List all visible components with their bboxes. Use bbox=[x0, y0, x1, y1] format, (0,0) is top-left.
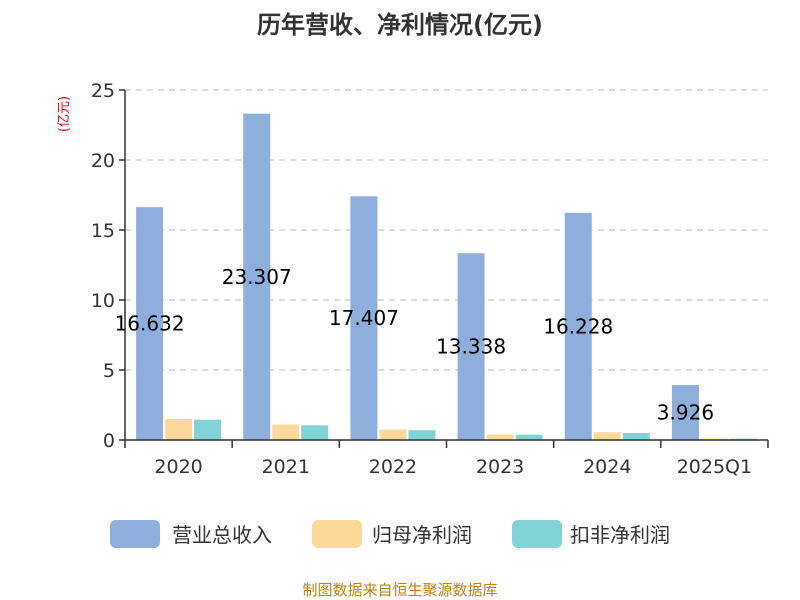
bar-3-2023 bbox=[515, 434, 543, 440]
bar-2-2022 bbox=[379, 429, 407, 440]
legend: 营业总收入 归母净利润 扣非净利润 bbox=[110, 520, 670, 548]
data-label: 3.926 bbox=[657, 401, 714, 425]
data-label: 16.228 bbox=[543, 314, 613, 338]
legend-swatch bbox=[312, 520, 362, 548]
y-tick-label: 10 bbox=[91, 290, 115, 312]
chart-title: 历年营收、净利情况(亿元) bbox=[257, 11, 543, 39]
x-tick-label: 2025Q1 bbox=[677, 456, 752, 478]
y-tick-label: 0 bbox=[103, 430, 115, 452]
bar-2-2024 bbox=[593, 432, 621, 440]
data-label: 17.407 bbox=[329, 306, 399, 330]
bar-3-2024 bbox=[622, 433, 650, 440]
bar-2-2025Q1 bbox=[700, 438, 728, 440]
legend-label: 扣非净利润 bbox=[570, 523, 670, 547]
y-tick-label: 20 bbox=[91, 150, 115, 172]
x-tick-label: 2022 bbox=[369, 456, 417, 478]
bar-3-2021 bbox=[301, 425, 329, 440]
legend-label: 营业总收入 bbox=[172, 523, 272, 547]
source-note: 制图数据来自恒生聚源数据库 bbox=[302, 581, 497, 599]
bar-2-2020 bbox=[165, 419, 193, 440]
data-label: 16.632 bbox=[115, 312, 185, 336]
bar-2-2021 bbox=[272, 424, 300, 440]
grid-lines bbox=[125, 89, 768, 371]
y-tick-label: 5 bbox=[103, 360, 115, 382]
bar-1-2022 bbox=[350, 196, 378, 440]
legend-swatch bbox=[110, 520, 160, 548]
bar-3-2022 bbox=[408, 430, 436, 440]
x-tick-label: 2021 bbox=[262, 456, 310, 478]
data-label: 13.338 bbox=[436, 335, 506, 359]
x-tick-label: 2020 bbox=[154, 456, 202, 478]
bar-3-2020 bbox=[194, 419, 222, 440]
data-labels: 16.632 23.307 17.407 13.338 16.228 3.926 bbox=[115, 265, 714, 425]
bar-1-2021 bbox=[243, 113, 271, 441]
y-axis-label: (亿元) bbox=[57, 96, 72, 132]
y-tick-label: 25 bbox=[91, 80, 115, 102]
bar-2-2023 bbox=[486, 434, 514, 440]
legend-label: 归母净利润 bbox=[372, 523, 472, 547]
x-tick-label: 2024 bbox=[583, 456, 631, 478]
axes: 0 5 10 15 20 25 2020 2021 2022 2023 2024 2025Q1 bbox=[91, 80, 769, 478]
data-label: 23.307 bbox=[222, 265, 292, 289]
bars bbox=[136, 113, 757, 441]
bar-1-2024 bbox=[564, 212, 592, 440]
legend-swatch bbox=[512, 520, 562, 548]
bar-1-2025Q1 bbox=[671, 385, 699, 440]
x-tick-label: 2023 bbox=[476, 456, 524, 478]
y-tick-label: 15 bbox=[91, 220, 115, 242]
bar-1-2023 bbox=[457, 253, 485, 440]
bar-1-2020 bbox=[136, 207, 164, 440]
